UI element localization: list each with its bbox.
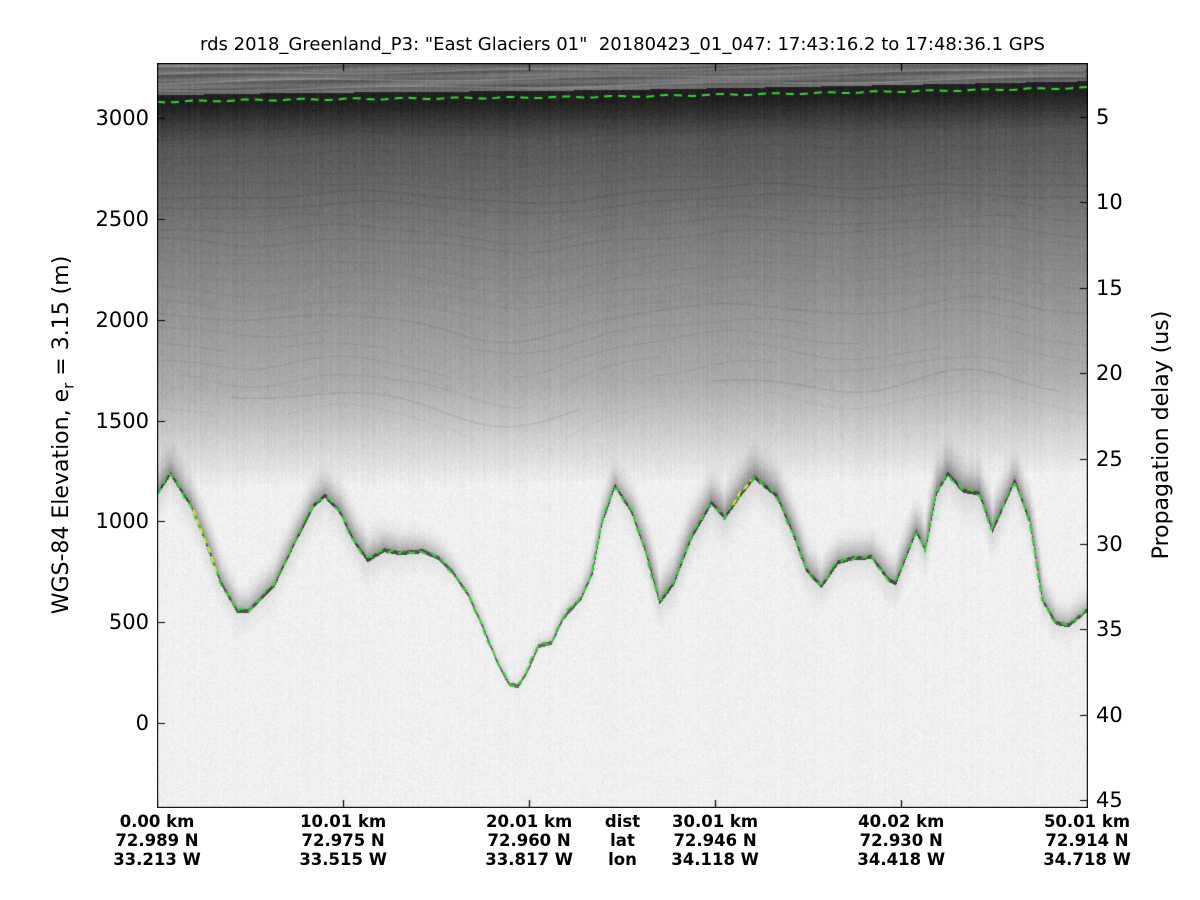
x-tick-lat-label: 72.946 N — [673, 831, 757, 850]
x-axis-row-header-lon: lon — [608, 850, 637, 869]
x-tick-group: 40.02 km 72.930 N 34.418 W — [831, 812, 971, 869]
x-tick-lon-label: 33.817 W — [485, 850, 573, 869]
x-tick-group: 0.00 km 72.989 N 33.213 W — [87, 812, 227, 869]
right-axis-label-text: Propagation delay (us) — [1149, 310, 1174, 560]
x-tick-dist-label: 40.02 km — [858, 812, 945, 831]
x-tick-dist-label: 0.00 km — [119, 812, 195, 831]
x-tick-group: 30.01 km 72.946 N 34.118 W — [645, 812, 785, 869]
x-axis-row-header-dist: dist — [604, 812, 641, 831]
y-right-tick-label: 10 — [1096, 190, 1123, 215]
plot-title: rds 2018_Greenland_P3: "East Glaciers 01… — [200, 34, 1045, 55]
x-tick-lat-label: 72.989 N — [115, 831, 199, 850]
right-axis-label: Propagation delay (us) — [1149, 155, 1175, 715]
y-right-tick-label: 20 — [1096, 361, 1123, 386]
y-right-tick-label: 5 — [1096, 105, 1110, 129]
y-left-tick-label: 0 — [135, 711, 149, 736]
y-left-tick-label: 3000 — [95, 106, 149, 131]
y-left-tick-label: 500 — [108, 610, 149, 635]
x-tick-dist-label: 30.01 km — [672, 812, 759, 831]
x-axis-row-headers: dist lat lon — [553, 812, 693, 869]
x-axis-row-header-lat: lat — [610, 831, 635, 850]
x-tick-lat-label: 72.975 N — [301, 831, 385, 850]
x-tick-lon-label: 34.718 W — [1043, 850, 1131, 869]
y-right-tick-label: 40 — [1096, 702, 1123, 727]
y-left-tick-label: 2000 — [95, 307, 149, 332]
y-left-tick-label: 1500 — [95, 408, 149, 433]
x-tick-lon-label: 34.118 W — [671, 850, 759, 869]
x-tick-dist-label: 20.01 km — [486, 812, 573, 831]
x-tick-dist-label: 10.01 km — [300, 812, 387, 831]
x-tick-lat-label: 72.930 N — [859, 831, 943, 850]
x-tick-group: 20.01 km 72.960 N 33.817 W — [459, 812, 599, 869]
y-left-tick-label: 2500 — [95, 206, 149, 231]
y-right-tick-label: 30 — [1096, 531, 1123, 556]
y-right-tick-label: 15 — [1096, 275, 1123, 300]
x-tick-group: 10.01 km 72.975 N 33.515 W — [273, 812, 413, 869]
y-left-tick-label: 1000 — [95, 509, 149, 534]
x-tick-dist-label: 50.01 km — [1043, 812, 1131, 831]
x-tick-lon-label: 33.213 W — [113, 850, 201, 869]
echogram-canvas — [157, 63, 1088, 808]
x-tick-lat-label: 72.960 N — [487, 831, 571, 850]
y-right-tick-label: 45 — [1096, 788, 1123, 812]
left-axis-label-subscript: r — [59, 382, 78, 389]
x-tick-lat-label: 72.914 N — [1045, 831, 1129, 850]
x-tick-group: 50.01 km 72.914 N 34.718 W — [1017, 812, 1157, 869]
y-right-tick-label: 35 — [1096, 617, 1123, 642]
y-right-tick-label: 25 — [1096, 446, 1123, 471]
x-tick-lon-label: 34.418 W — [857, 850, 946, 869]
x-tick-lon-label: 33.515 W — [299, 850, 387, 869]
